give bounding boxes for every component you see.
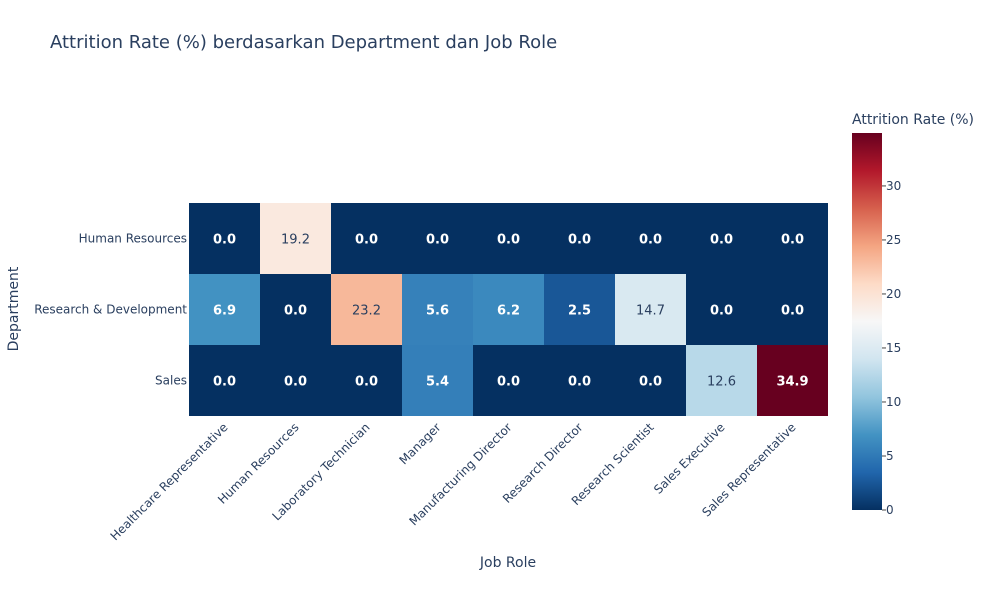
colorbar-tick-label: 0 (886, 503, 894, 517)
cell-value-label: 0.0 (639, 233, 662, 248)
heatmap-cell (544, 345, 615, 416)
y-tick-label: Sales (155, 374, 187, 388)
heatmap-cell (686, 274, 757, 345)
cell-value-label: 19.2 (281, 233, 310, 248)
x-tick-label: Manager (397, 420, 444, 467)
heatmap-cell (260, 203, 331, 274)
heatmap-cell (757, 274, 828, 345)
heatmap-cell (473, 274, 544, 345)
heatmap-cell (615, 274, 686, 345)
cell-value-label: 0.0 (355, 233, 378, 248)
heatmap-cell (331, 274, 402, 345)
cell-value-label: 0.0 (497, 375, 520, 390)
cell-value-label: 34.9 (776, 375, 808, 390)
heatmap-cell (473, 203, 544, 274)
cell-value-label: 0.0 (355, 375, 378, 390)
cell-value-label: 5.6 (426, 304, 449, 319)
cell-value-label: 12.6 (707, 375, 736, 390)
cell-value-label: 14.7 (636, 304, 665, 319)
colorbar-tick-label: 20 (886, 287, 901, 301)
colorbar-gradient (852, 133, 882, 510)
cell-value-label: 0.0 (213, 233, 236, 248)
heatmap-cell (260, 274, 331, 345)
cell-value-label: 0.0 (568, 233, 591, 248)
heatmap-cell (757, 345, 828, 416)
cell-value-label: 0.0 (710, 233, 733, 248)
colorbar: Attrition Rate (%) 0 5 10 15 20 25 30 (852, 112, 974, 517)
y-axis-ticks: Human Resources Research & Development Sal… (34, 232, 187, 388)
colorbar-title: Attrition Rate (%) (852, 112, 974, 128)
heatmap-cell (544, 274, 615, 345)
heatmap-cell (615, 345, 686, 416)
colorbar-ticks: 0 5 10 15 20 25 30 (882, 179, 901, 517)
heatmap-cell (544, 203, 615, 274)
heatmap-cell (686, 203, 757, 274)
heatmap-cell (686, 345, 757, 416)
heatmap-cell (260, 345, 331, 416)
heatmap-cell (473, 345, 544, 416)
heatmap-cell-labels: 0.0 19.2 0.0 0.0 0.0 0.0 0.0 0.0 0.0 6.9 0.0 23.2 5.… (213, 233, 809, 390)
cell-value-label: 0.0 (781, 304, 804, 319)
cell-value-label: 0.0 (568, 375, 591, 390)
cell-value-label: 0.0 (497, 233, 520, 248)
y-tick-label: Human Resources (79, 232, 187, 246)
heatmap-cells (189, 203, 828, 416)
colorbar-tick-label: 5 (886, 449, 894, 463)
colorbar-tick-label: 10 (886, 395, 901, 409)
heatmap-cell (402, 345, 473, 416)
heatmap-cell (331, 203, 402, 274)
x-axis-label: Job Role (479, 555, 536, 571)
cell-value-label: 6.2 (497, 304, 520, 319)
y-tick-label: Research & Development (34, 303, 187, 317)
heatmap-cell (189, 203, 260, 274)
heatmap-cell (331, 345, 402, 416)
heatmap-cell (402, 203, 473, 274)
cell-value-label: 0.0 (284, 375, 307, 390)
cell-value-label: 0.0 (426, 233, 449, 248)
cell-value-label: 0.0 (781, 233, 804, 248)
cell-value-label: 0.0 (710, 304, 733, 319)
cell-value-label: 0.0 (213, 375, 236, 390)
cell-value-label: 0.0 (284, 304, 307, 319)
colorbar-tick-label: 25 (886, 233, 901, 247)
cell-value-label: 0.0 (639, 375, 662, 390)
x-tick-label: Healthcare Representative (108, 420, 231, 543)
colorbar-tick-label: 30 (886, 179, 901, 193)
heatmap-cell (189, 345, 260, 416)
heatmap-cell (189, 274, 260, 345)
cell-value-label: 5.4 (426, 375, 449, 390)
cell-value-label: 6.9 (213, 304, 236, 319)
heatmap-cell (757, 203, 828, 274)
colorbar-tick-label: 15 (886, 341, 901, 355)
cell-value-label: 2.5 (568, 304, 591, 319)
x-tick-label: Sales Executive (651, 420, 728, 497)
heatmap-cell (402, 274, 473, 345)
cell-value-label: 23.2 (352, 304, 381, 319)
heatmap-cell (615, 203, 686, 274)
chart-title: Attrition Rate (%) berdasarkan Departmen… (50, 32, 558, 53)
y-axis-label: Department (6, 266, 22, 351)
